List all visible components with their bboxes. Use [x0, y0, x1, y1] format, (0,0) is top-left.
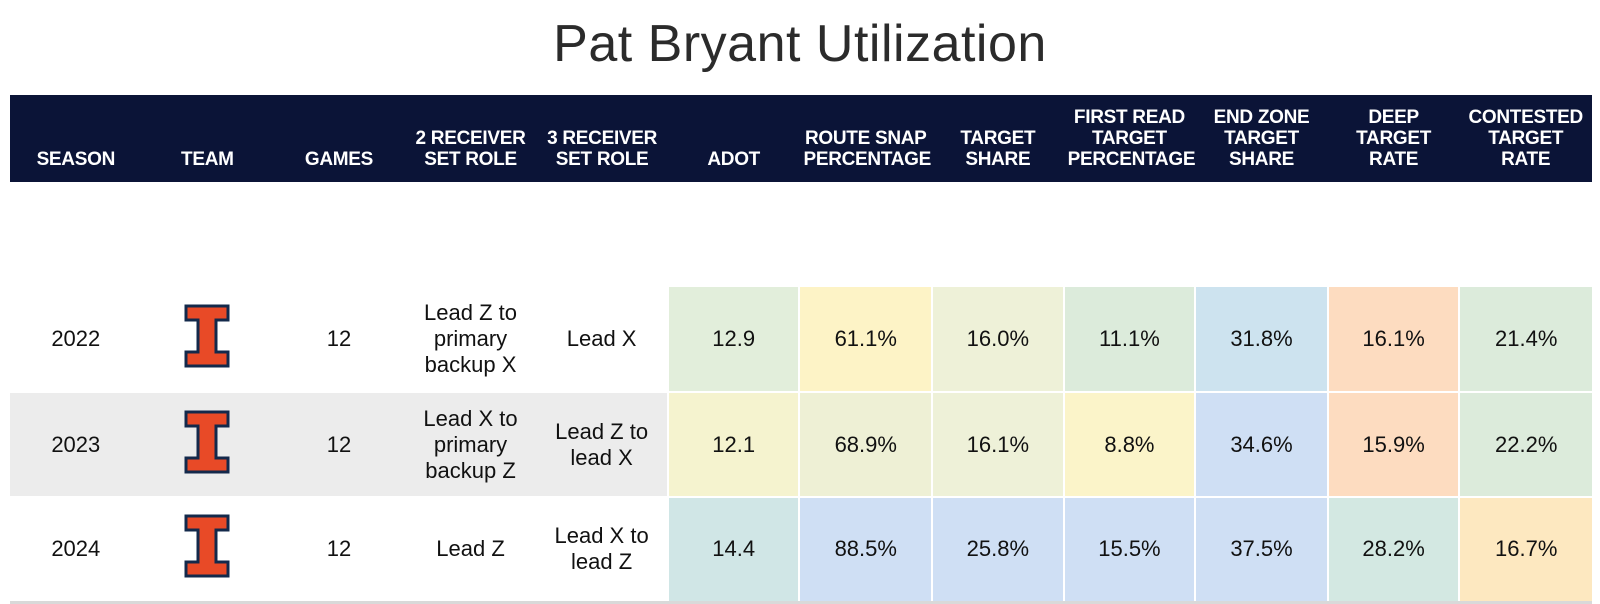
header-route-snap-percentage: ROUTE SNAP PERCENTAGE — [799, 95, 933, 182]
header-deep-target-rate: DEEP TARGET RATE — [1327, 95, 1460, 182]
adot-cell: 12.9 — [666, 287, 800, 393]
header-team: TEAM — [141, 95, 274, 182]
role-3-receiver-cell: Lead Z to lead X — [536, 392, 668, 498]
end-zone-target-share-cell: 34.6% — [1194, 392, 1328, 498]
header-first-read-target-percentage: FIRST READ TARGET PERCENTAGE — [1063, 95, 1196, 182]
first-read-target-percentage-cell: 15.5% — [1062, 497, 1196, 604]
header-adot: ADOT — [667, 95, 800, 182]
first-read-target-percentage-cell: 11.1% — [1062, 287, 1196, 393]
season-cell: 2024 — [10, 497, 142, 604]
route-snap-percentage-cell: 61.1% — [798, 287, 933, 393]
deep-target-rate-cell: 15.9% — [1326, 392, 1460, 498]
role-2-receiver-cell: Lead Z to primary backup X — [404, 287, 537, 393]
header-contested-target-rate: CONTESTED TARGET RATE — [1459, 95, 1592, 182]
table-row: 2024 12 Lead Z Lead X to lead Z 14.4 88.5% 25.… — [10, 497, 1592, 604]
first-read-target-percentage-cell: 8.8% — [1062, 392, 1196, 498]
contested-target-rate-cell: 21.4% — [1458, 287, 1592, 393]
deep-target-rate-cell: 28.2% — [1326, 497, 1460, 604]
adot-cell: 12.1 — [666, 392, 800, 498]
utilization-table: SEASON TEAM GAMES 2 RECEIVER SET ROLE 3 … — [10, 95, 1592, 604]
contested-target-rate-cell: 16.7% — [1458, 497, 1592, 604]
deep-target-rate-cell: 16.1% — [1326, 287, 1460, 393]
header-end-zone-target-share: END ZONE TARGET SHARE — [1195, 95, 1328, 182]
target-share-cell: 16.0% — [931, 287, 1064, 393]
games-cell: 12 — [273, 392, 405, 498]
header-games: GAMES — [273, 95, 405, 182]
illinois-block-i-icon — [184, 410, 230, 474]
end-zone-target-share-cell: 37.5% — [1194, 497, 1328, 604]
role-3-receiver-cell: Lead X — [536, 287, 668, 393]
header-2-receiver-set-role: 2 RECEIVER SET ROLE — [404, 95, 537, 182]
illinois-block-i-icon — [184, 304, 230, 368]
season-cell: 2022 — [10, 287, 142, 393]
route-snap-percentage-cell: 68.9% — [798, 392, 933, 498]
team-cell — [141, 287, 274, 393]
header-target-share: TARGET SHARE — [932, 95, 1064, 182]
games-cell: 12 — [273, 287, 405, 393]
role-2-receiver-cell: Lead X to primary backup Z — [404, 392, 537, 498]
team-cell — [141, 392, 274, 498]
contested-target-rate-cell: 22.2% — [1458, 392, 1592, 498]
table-row: 2022 12 Lead Z to primary backup X Lead X 12… — [10, 287, 1592, 393]
table-row: 2023 12 Lead X to primary backup Z Lead Z t… — [10, 392, 1592, 498]
season-cell: 2023 — [10, 392, 142, 498]
adot-cell: 14.4 — [666, 497, 800, 604]
role-2-receiver-cell: Lead Z — [404, 497, 537, 604]
page-title: Pat Bryant Utilization — [553, 15, 1047, 73]
end-zone-target-share-cell: 31.8% — [1194, 287, 1328, 393]
games-cell: 12 — [273, 497, 405, 604]
header-season: SEASON — [10, 95, 142, 182]
route-snap-percentage-cell: 88.5% — [798, 497, 933, 604]
header-row: SEASON TEAM GAMES 2 RECEIVER SET ROLE 3 … — [10, 95, 1592, 182]
illinois-block-i-icon — [184, 514, 230, 578]
header-spacer — [10, 182, 1592, 287]
header-3-receiver-set-role: 3 RECEIVER SET ROLE — [536, 95, 668, 182]
role-3-receiver-cell: Lead X to lead Z — [536, 497, 668, 604]
team-cell — [141, 497, 274, 604]
target-share-cell: 16.1% — [931, 392, 1064, 498]
target-share-cell: 25.8% — [931, 497, 1064, 604]
